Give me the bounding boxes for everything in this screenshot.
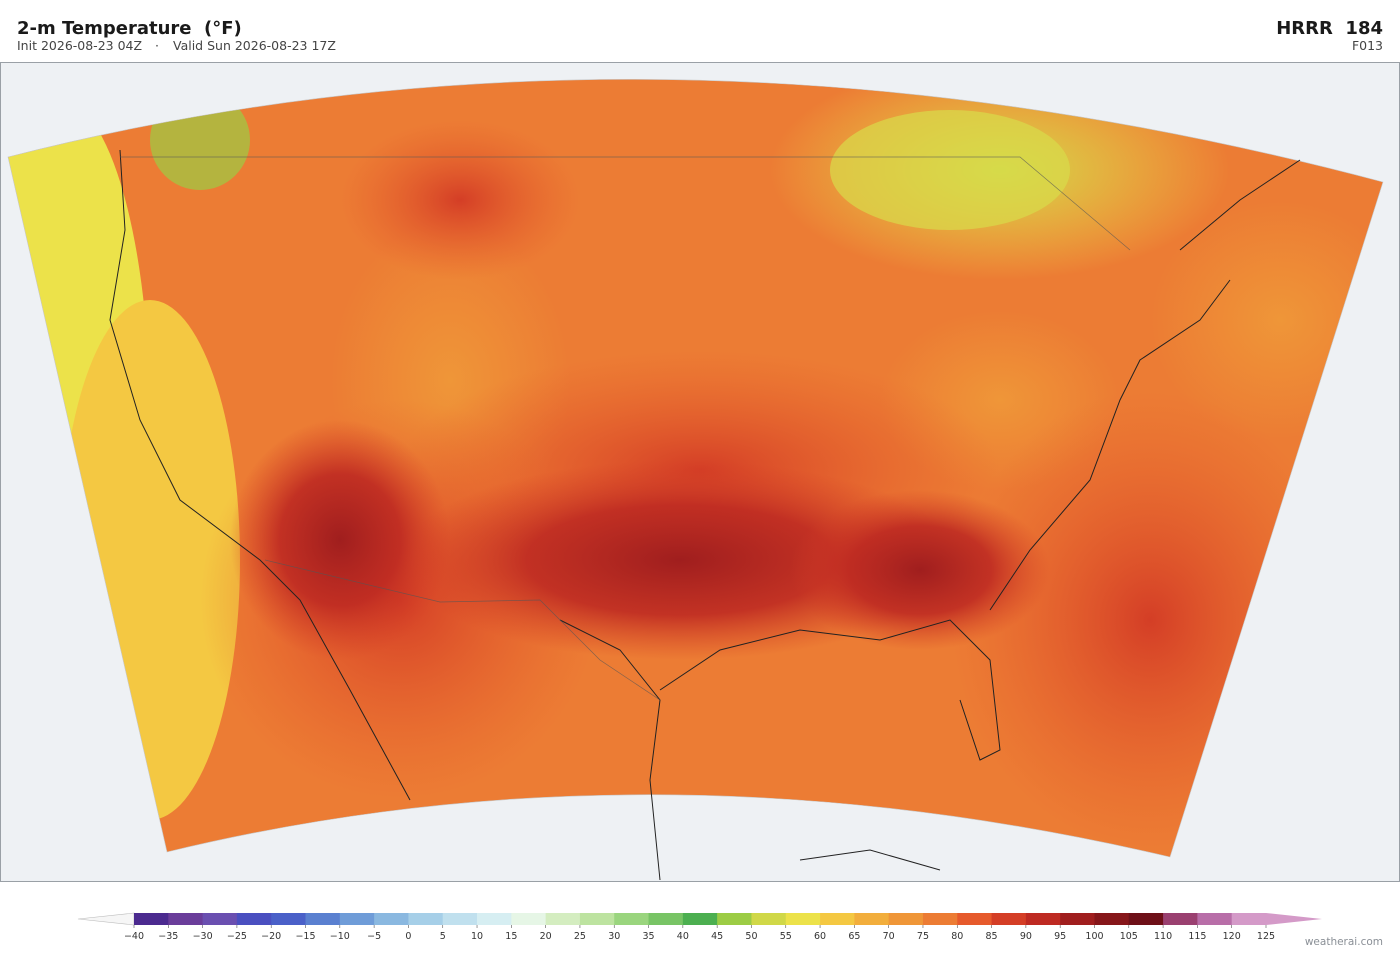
colorbar-tick-label: 55 bbox=[780, 931, 792, 942]
credit: weatherai.com bbox=[1305, 936, 1383, 948]
separator: · bbox=[155, 38, 159, 53]
colorbar-bin bbox=[579, 913, 615, 925]
title: 2-m Temperature (°F) bbox=[17, 18, 242, 39]
colorbar-tick-label: 65 bbox=[848, 931, 860, 942]
colorbar-tick-label: −10 bbox=[330, 931, 350, 942]
colorbar-tick-label: 110 bbox=[1154, 931, 1172, 942]
colorbar-tick-label: 125 bbox=[1257, 931, 1275, 942]
colorbar-bin bbox=[1060, 913, 1095, 925]
colorbar-bin bbox=[202, 913, 238, 925]
colorbar-tick-label: −5 bbox=[367, 931, 381, 942]
colorbar-bin bbox=[751, 913, 787, 925]
colorbar-tick-label: 70 bbox=[883, 931, 895, 942]
colorbar-bin bbox=[1128, 913, 1164, 925]
colorbar-tick-label: 80 bbox=[951, 931, 963, 942]
colorbar-bin bbox=[271, 913, 306, 925]
colorbar-tick-label: 90 bbox=[1020, 931, 1032, 942]
colorbar-bin bbox=[1163, 913, 1198, 925]
colorbar-tick-label: −40 bbox=[124, 931, 144, 942]
colorbar-bin bbox=[820, 913, 855, 925]
colorbar-tick-label: 95 bbox=[1054, 931, 1066, 942]
colorbar-bin bbox=[785, 913, 821, 925]
colorbar-tick-label: 120 bbox=[1223, 931, 1241, 942]
colorbar-tick-label: −15 bbox=[295, 931, 315, 942]
colorbar-tick-label: 115 bbox=[1188, 931, 1206, 942]
colorbar-over bbox=[1266, 913, 1322, 925]
colorbar-bin bbox=[545, 913, 581, 925]
colorbar-tick-label: 45 bbox=[711, 931, 723, 942]
colorbar-bin bbox=[408, 913, 444, 925]
colorbar-bin bbox=[648, 913, 684, 925]
colorbar-bin bbox=[957, 913, 992, 925]
colorbar-bin bbox=[682, 913, 718, 925]
colorbar-bin bbox=[1197, 913, 1233, 925]
colorbar-tick-label: 10 bbox=[471, 931, 483, 942]
colorbar-bin bbox=[1094, 913, 1130, 925]
colorbar-bin bbox=[477, 913, 512, 925]
colorbar-under bbox=[77, 912, 135, 926]
colorbar-bin bbox=[374, 913, 409, 925]
map bbox=[0, 62, 1400, 882]
colorbar-bin bbox=[614, 913, 649, 925]
colorbar-tick-label: 85 bbox=[986, 931, 998, 942]
colorbar-bin bbox=[511, 913, 547, 925]
colorbar-tick-label: 105 bbox=[1120, 931, 1138, 942]
colorbar-tick-label: 75 bbox=[917, 931, 929, 942]
colorbar-tick-label: 60 bbox=[814, 931, 826, 942]
init-time: Init 2026-08-23 04Z bbox=[17, 38, 142, 53]
colorbar-bin bbox=[236, 913, 272, 925]
colorbar-bin bbox=[922, 913, 958, 925]
colorbar-tick-label: −30 bbox=[193, 931, 213, 942]
colorbar-bin bbox=[1025, 913, 1061, 925]
colorbar-tick-label: −25 bbox=[227, 931, 247, 942]
colorbar-tick-label: 50 bbox=[745, 931, 757, 942]
colorbar-tick-label: 15 bbox=[505, 931, 517, 942]
colorbar-tick-label: 100 bbox=[1085, 931, 1103, 942]
colorbar-bin bbox=[442, 913, 478, 925]
colorbar-bin bbox=[1231, 913, 1267, 925]
colorbar-bin bbox=[717, 913, 752, 925]
colorbar-tick-label: 20 bbox=[540, 931, 552, 942]
colorbar-bin bbox=[134, 913, 169, 925]
colorbar-tick-label: 25 bbox=[574, 931, 586, 942]
colorbar-tick-label: −20 bbox=[261, 931, 281, 942]
colorbar-tick-label: 0 bbox=[405, 931, 411, 942]
borders bbox=[120, 156, 1131, 701]
colorbar-bin bbox=[168, 913, 204, 925]
colorbar: −40 −35 −30 −25 −20 −15 −10 −5 0 5 10 15 20 25 30 35 40 4… bbox=[77, 912, 1322, 942]
coastlines bbox=[109, 149, 1301, 881]
colorbar-tick-label: 30 bbox=[608, 931, 620, 942]
forecast-hour: F013 bbox=[1352, 38, 1383, 53]
valid-time: Valid Sun 2026-08-23 17Z bbox=[173, 38, 336, 53]
colorbar-tick-label: 40 bbox=[677, 931, 689, 942]
colorbar-bin bbox=[339, 913, 375, 925]
colorbar-tick-label: 5 bbox=[440, 931, 446, 942]
colorbar-tick-label: 35 bbox=[642, 931, 654, 942]
model-name: HRRR 184 bbox=[1276, 18, 1383, 39]
colorbar-bin bbox=[991, 913, 1027, 925]
domain-edge bbox=[7, 79, 1384, 858]
colorbar-bin bbox=[888, 913, 924, 925]
temperature-field bbox=[8, 79, 1383, 858]
header: 2-m Temperature (°F) Init 2026-08-23 04Z… bbox=[17, 18, 1383, 53]
colorbar-bin bbox=[854, 913, 890, 925]
colorbar-tick-label: −35 bbox=[158, 931, 178, 942]
colorbar-bin bbox=[305, 913, 341, 925]
